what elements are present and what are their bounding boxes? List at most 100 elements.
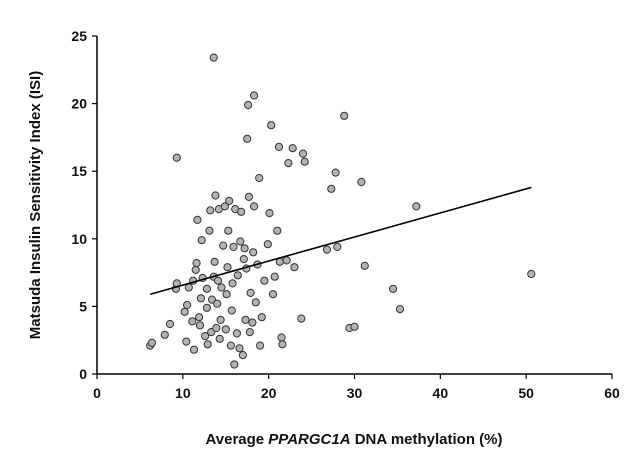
data-point: [263, 240, 272, 249]
data-point: [224, 226, 233, 235]
data-point: [278, 340, 287, 349]
data-point: [192, 259, 201, 268]
y-tick-label: 0: [79, 366, 87, 382]
data-point: [243, 134, 252, 143]
data-point: [220, 202, 229, 211]
data-point: [237, 207, 246, 216]
y-tick-label: 25: [71, 28, 87, 44]
data-point: [225, 196, 234, 205]
data-point: [184, 283, 193, 292]
data-point: [230, 360, 239, 369]
data-point: [267, 121, 276, 130]
data-point: [248, 318, 257, 327]
data-point: [197, 236, 206, 245]
data-point: [223, 263, 232, 272]
data-point: [215, 334, 224, 343]
data-point: [249, 248, 258, 257]
data-point: [255, 173, 264, 183]
data-point: [202, 284, 211, 293]
data-point: [322, 245, 332, 254]
x-tick-label: 10: [175, 385, 191, 401]
data-point: [277, 333, 286, 342]
data-points: [146, 53, 536, 369]
data-point: [327, 184, 336, 193]
data-point: [284, 159, 293, 168]
data-point: [191, 265, 200, 274]
data-point: [389, 284, 398, 293]
data-point: [256, 341, 265, 350]
data-point: [189, 345, 199, 354]
y-tick-label: 5: [79, 298, 87, 314]
data-point: [221, 325, 230, 334]
data-point: [210, 257, 219, 266]
data-point: [288, 144, 297, 153]
x-tick-label: 60: [604, 385, 620, 401]
x-axis-title-gene: PPARGC1A: [268, 431, 350, 448]
x-axis-title: Average PPARGC1A DNA methylation (%): [205, 431, 502, 448]
data-point: [250, 202, 259, 211]
data-point: [395, 305, 405, 314]
data-point: [273, 226, 282, 235]
x-tick-label: 50: [518, 385, 534, 401]
y-tick-label: 10: [71, 231, 87, 247]
data-point: [202, 303, 211, 312]
data-point: [222, 290, 231, 299]
data-point: [246, 288, 255, 297]
data-point: [236, 237, 245, 246]
data-point: [160, 330, 169, 339]
data-point: [203, 340, 212, 349]
data-point: [274, 142, 284, 151]
data-point: [238, 351, 247, 360]
y-tick-label: 15: [71, 163, 87, 179]
data-point: [216, 315, 225, 324]
x-tick-label: 40: [433, 385, 449, 401]
data-point: [195, 321, 205, 330]
data-point: [260, 276, 269, 285]
x-axis-title-suffix: DNA methylation (%): [351, 431, 503, 448]
axes: [92, 35, 613, 379]
x-axis-title-prefix: Average: [205, 431, 268, 448]
data-point: [182, 337, 191, 346]
data-point: [219, 241, 228, 250]
data-point: [357, 177, 366, 187]
data-point: [350, 322, 359, 331]
data-point: [212, 323, 221, 333]
data-point: [213, 299, 222, 308]
data-point: [232, 329, 241, 338]
data-point: [360, 261, 369, 270]
data-point: [226, 341, 235, 350]
x-tick-labels: 0 10 20 30 40 50 60: [93, 385, 620, 401]
x-tick-label: 30: [347, 385, 363, 401]
y-tick-labels: 0 5 10 15 20 25: [71, 28, 87, 382]
data-point: [233, 271, 242, 280]
data-point: [195, 313, 204, 322]
data-point: [201, 332, 210, 341]
data-point: [217, 283, 226, 292]
data-point: [290, 263, 299, 272]
data-point: [270, 272, 279, 281]
data-point: [147, 338, 156, 347]
data-point: [235, 344, 244, 353]
data-point: [206, 206, 215, 215]
data-point: [257, 313, 266, 322]
data-point: [211, 191, 220, 200]
data-point: [250, 91, 259, 100]
data-point: [180, 307, 189, 316]
data-point: [268, 290, 278, 299]
x-tick-label: 20: [261, 385, 277, 401]
data-point: [193, 215, 202, 224]
data-point: [300, 157, 309, 166]
data-point: [297, 314, 306, 323]
data-point: [183, 300, 192, 310]
data-point: [331, 168, 340, 177]
data-point: [251, 298, 260, 307]
data-point: [227, 306, 236, 315]
x-tick-label: 0: [93, 385, 101, 401]
data-point: [205, 226, 214, 235]
data-point: [412, 202, 421, 211]
data-point: [340, 111, 349, 120]
y-axis-title: Matsuda Insulin Sensitivity Index (ISI): [27, 71, 44, 339]
data-point: [298, 149, 308, 158]
